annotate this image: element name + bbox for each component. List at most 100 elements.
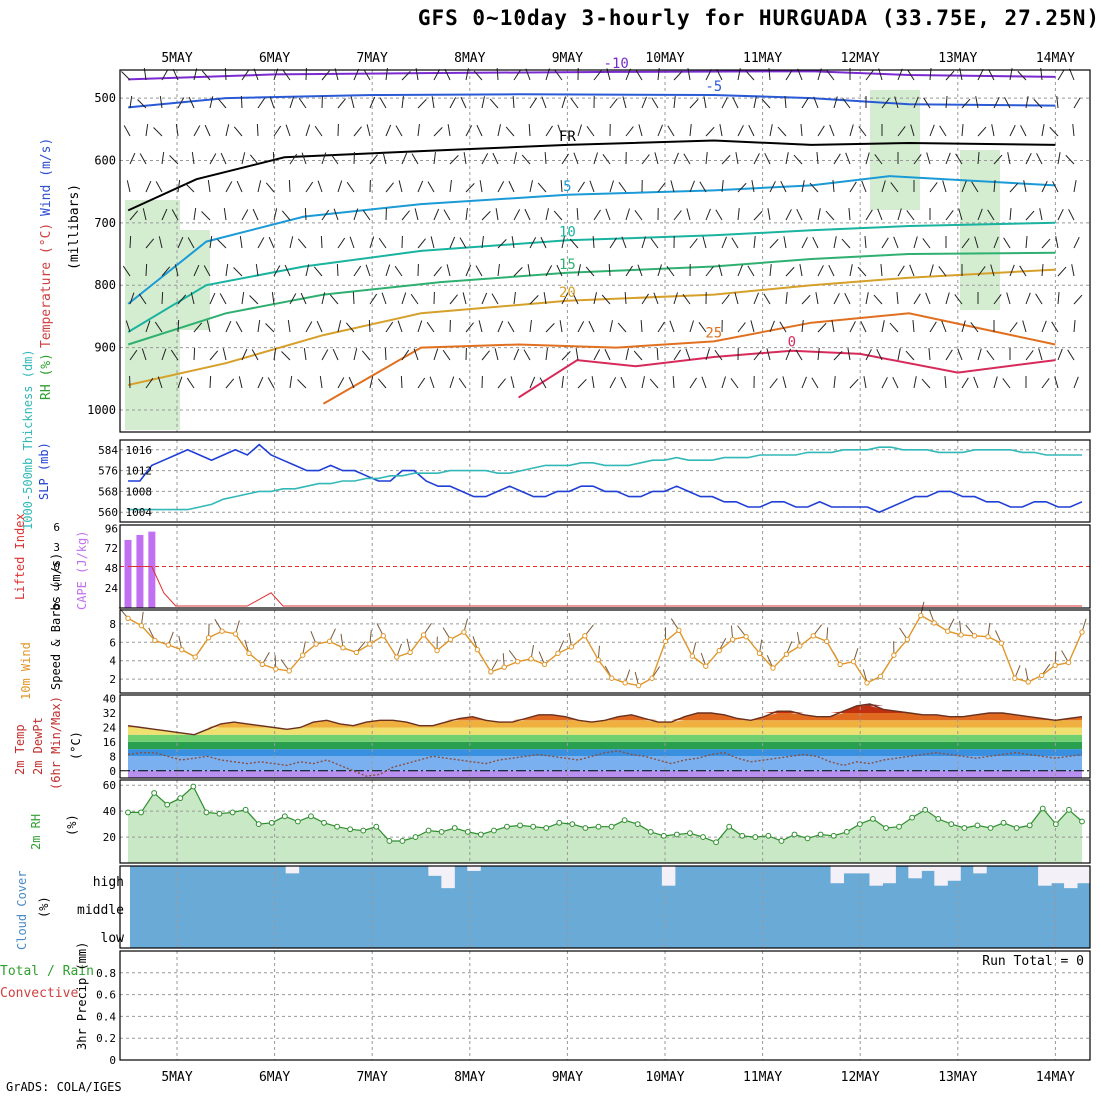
- wind-barb: [201, 70, 211, 81]
- wind-barb-10m: [274, 655, 277, 670]
- wind-barb: [993, 294, 1002, 305]
- wind-barb: [401, 349, 410, 361]
- x-tick-label-top: 5MAY: [161, 51, 192, 66]
- wind-barb: [305, 124, 311, 137]
- wind-barb: [864, 236, 867, 249]
- wind-barb: [401, 96, 404, 109]
- rh-point: [138, 809, 144, 816]
- wind-speed-point: [716, 647, 722, 654]
- contour-label: FR: [559, 129, 576, 145]
- rh-axis-label: 2m RH: [29, 814, 43, 850]
- wind-barb: [411, 153, 419, 165]
- wind-barb: [961, 124, 964, 137]
- wind-barb: [1025, 152, 1032, 165]
- rh-point: [464, 828, 471, 835]
- wind-barb: [497, 124, 501, 137]
- wind-barb: [505, 126, 515, 137]
- wind-barb-10m: [987, 622, 991, 637]
- precip-tick-label: 0.6: [96, 989, 116, 1002]
- wind-barb: [961, 320, 966, 333]
- wind-barb: [747, 265, 755, 277]
- wind-barb: [897, 68, 903, 81]
- rh-point: [203, 809, 210, 816]
- wind-barb-10m: [490, 659, 499, 673]
- wind-barb: [489, 98, 499, 109]
- wind-speed-point: [340, 645, 346, 651]
- wind-barb: [193, 125, 201, 137]
- x-tick-label-bottom: 9MAY: [552, 1070, 583, 1085]
- wind-barb: [177, 294, 187, 305]
- wind-barb: [988, 69, 995, 81]
- rh-point: [1039, 805, 1046, 812]
- wind-barb: [442, 349, 451, 361]
- wind-barb: [398, 180, 403, 193]
- wind-barb-10m: [796, 632, 801, 647]
- cloud-gap: [843, 866, 857, 874]
- temp-tick-label: 16: [103, 736, 116, 749]
- wind-barb-10m: [651, 666, 661, 679]
- wind-barb: [545, 208, 549, 221]
- li-tick-label: 3: [53, 541, 60, 554]
- wind-barb: [1041, 320, 1047, 333]
- wind-barb: [874, 154, 883, 165]
- wind-barb: [256, 123, 259, 137]
- temperature-contour: [518, 349, 1056, 399]
- wind-barb: [1022, 320, 1027, 333]
- wind-speed-point: [635, 682, 642, 689]
- frame-layer: [119, 69, 1091, 1061]
- wind-barb: [185, 183, 195, 193]
- wind-barb: [285, 124, 291, 137]
- slp-tick-label: 1008: [126, 485, 153, 498]
- wind-barb: [426, 321, 435, 333]
- cloud-gap: [947, 866, 961, 881]
- wind-barb: [785, 152, 789, 165]
- wind-barb: [559, 320, 563, 333]
- wind-barb: [353, 68, 360, 81]
- wind-barb: [369, 236, 375, 249]
- wind-barb: [577, 379, 587, 389]
- wind-speed-point: [514, 658, 521, 665]
- wind-barb: [289, 236, 294, 249]
- wind-barb: [225, 320, 232, 333]
- x-tick-label-bottom: 13MAY: [938, 1070, 977, 1085]
- wind-barb: [161, 152, 165, 165]
- slp-axis-label: SLP (mb): [37, 442, 51, 500]
- panel-frame-slp: [119, 439, 1091, 523]
- slp-tick-label: 1012: [126, 465, 153, 478]
- rh-unit-label: (%): [65, 814, 79, 836]
- wind-barb: [777, 126, 787, 137]
- wind-barb: [721, 97, 728, 109]
- wind-barb: [769, 264, 772, 277]
- wind-barb-10m: [194, 645, 204, 658]
- wind-barb-10m: [502, 653, 505, 668]
- wind-barb: [682, 293, 691, 305]
- wind-barb: [157, 376, 163, 389]
- wind-barb: [369, 293, 378, 305]
- wind-barb: [1072, 124, 1075, 137]
- rh-point: [922, 806, 929, 813]
- wind-barb: [141, 348, 147, 361]
- wind-speed-point: [232, 631, 239, 637]
- temp-band: [128, 749, 1082, 757]
- wind-barb: [666, 265, 675, 277]
- cloud-unit-label: (%): [37, 896, 51, 918]
- wind-barb: [620, 376, 627, 389]
- rh-point: [1052, 821, 1059, 827]
- wind-speed-point: [1079, 629, 1085, 635]
- wind-barb: [913, 236, 918, 249]
- wind-barb: [414, 208, 419, 221]
- wind-speed-point: [1012, 675, 1018, 681]
- wind-barb: [561, 376, 564, 389]
- contour-label: 5: [563, 179, 571, 195]
- wind-barb: [268, 236, 275, 249]
- wind-speed-point: [179, 646, 185, 653]
- wind-barb: [541, 96, 547, 109]
- wind-barb: [385, 68, 388, 81]
- wind-barb: [734, 292, 739, 305]
- wind-barb: [368, 319, 371, 333]
- wind-barb: [686, 208, 691, 221]
- wind-barb: [608, 263, 611, 277]
- wind-barb: [705, 348, 710, 361]
- wind-speed-point: [246, 650, 252, 657]
- wind-barb: [217, 98, 227, 109]
